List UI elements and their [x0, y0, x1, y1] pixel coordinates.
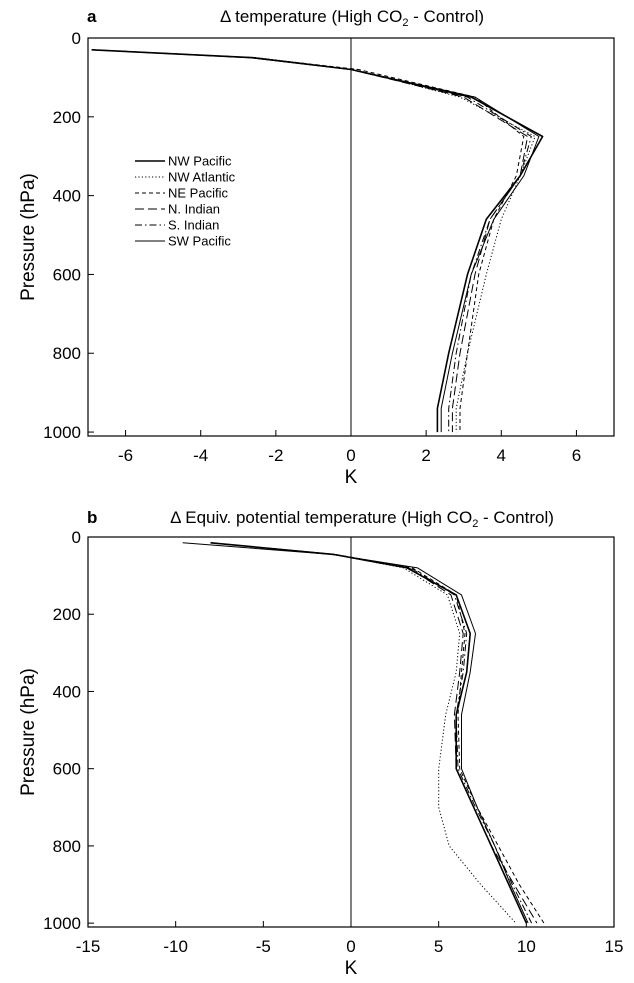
series-line-s-indian [210, 542, 533, 924]
series-line-n-indian [210, 542, 538, 924]
panel-b-chart: -15 -10 -5 0 5 10 15 0 200 400 600 800 1000 K Pressure… [18, 528, 623, 979]
x-tick-label: -10 [163, 937, 188, 956]
x-tick-label: -6 [118, 446, 133, 465]
series-line-ne-pacific [210, 542, 545, 924]
legend-label: SW Pacific [168, 234, 231, 249]
series-line-nw-atlantic [91, 49, 536, 433]
x-tick-label: -2 [268, 446, 283, 465]
y-tick-label: 400 [53, 682, 81, 701]
x-tick-label: 6 [572, 446, 581, 465]
legend-label: NW Atlantic [168, 170, 236, 185]
legend-label: NW Pacific [168, 154, 232, 169]
y-tick-label: 600 [53, 265, 81, 284]
y-axis-label: Pressure (hPa) [18, 668, 39, 796]
series-line-ne-pacific [91, 49, 525, 433]
x-tick-label: 0 [346, 446, 355, 465]
x-tick-label: 4 [497, 446, 506, 465]
y-tick-label: 1000 [43, 423, 81, 442]
series-line-sw-pacific [182, 542, 529, 924]
series-line-s-indian [91, 49, 532, 433]
panel-a-chart: -6 -4 -2 0 2 4 6 0 200 400 600 800 1000 K Pressure (hP… [18, 29, 615, 488]
y-tick-label: 200 [53, 605, 81, 624]
y-tick-label: 1000 [43, 914, 81, 933]
x-tick-label: -15 [76, 937, 101, 956]
panel-a-title: Δ temperature (High CO2 - Control) [220, 7, 484, 29]
y-tick-label: 0 [72, 528, 81, 547]
x-tick-label: 10 [517, 937, 536, 956]
y-tick-label: 800 [53, 837, 81, 856]
x-tick-label: 2 [421, 446, 430, 465]
y-tick-label: 600 [53, 760, 81, 779]
y-axis-label: Pressure (hPa) [18, 173, 39, 301]
y-tick-label: 200 [53, 108, 81, 127]
panel-b-letter: b [87, 508, 97, 527]
x-tick-label: -5 [256, 937, 271, 956]
y-tick-label: 400 [53, 187, 81, 206]
y-tick-label: 0 [72, 29, 81, 48]
panel-a-letter: a [87, 7, 97, 26]
x-tick-label: 15 [605, 937, 624, 956]
legend-label: S. Indian [168, 218, 219, 233]
series-line-nw-pacific [210, 542, 528, 924]
y-tick-label: 800 [53, 344, 81, 363]
x-tick-label: -4 [193, 446, 208, 465]
series-line-nw-atlantic [210, 542, 517, 924]
legend-label: NE Pacific [168, 186, 228, 201]
series-line-sw-pacific [91, 49, 540, 433]
x-tick-label: 5 [434, 937, 443, 956]
panel-b-title: Δ Equiv. potential temperature (High CO2… [170, 508, 554, 530]
legend-label: N. Indian [168, 202, 220, 217]
x-axis-label: K [345, 467, 358, 488]
x-tick-label: 0 [346, 937, 355, 956]
x-axis-label: K [345, 958, 358, 979]
